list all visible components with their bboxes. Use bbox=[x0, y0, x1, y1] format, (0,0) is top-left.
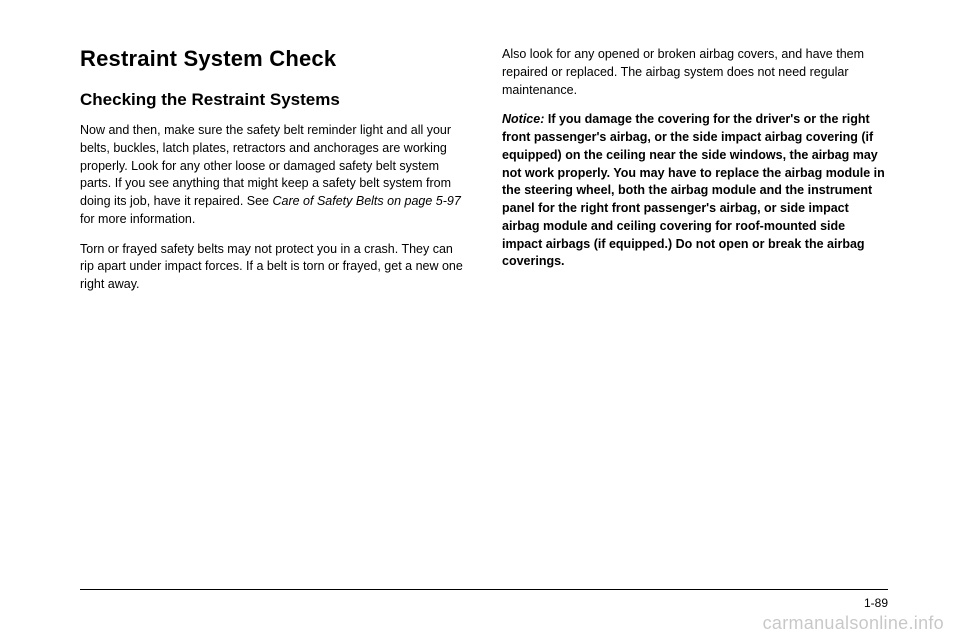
page-number: 1-89 bbox=[864, 596, 888, 610]
notice-label: Notice: bbox=[502, 112, 544, 126]
subsection-heading: Checking the Restraint Systems bbox=[80, 90, 466, 110]
paragraph: Torn or frayed safety belts may not prot… bbox=[80, 241, 466, 294]
footer-rule bbox=[80, 589, 888, 590]
left-column: Restraint System Check Checking the Rest… bbox=[80, 46, 466, 306]
paragraph: Now and then, make sure the safety belt … bbox=[80, 122, 466, 229]
cross-reference: Care of Safety Belts on page 5-97 bbox=[272, 194, 460, 208]
watermark: carmanualsonline.info bbox=[763, 613, 944, 634]
right-column: Also look for any opened or broken airba… bbox=[502, 46, 888, 306]
content-columns: Restraint System Check Checking the Rest… bbox=[80, 46, 888, 306]
notice-body-text: If you damage the covering for the drive… bbox=[502, 112, 885, 268]
body-text: for more information. bbox=[80, 212, 195, 226]
paragraph: Also look for any opened or broken airba… bbox=[502, 46, 888, 99]
section-heading: Restraint System Check bbox=[80, 46, 466, 72]
notice-paragraph: Notice: If you damage the covering for t… bbox=[502, 111, 888, 271]
page: Restraint System Check Checking the Rest… bbox=[0, 0, 960, 640]
